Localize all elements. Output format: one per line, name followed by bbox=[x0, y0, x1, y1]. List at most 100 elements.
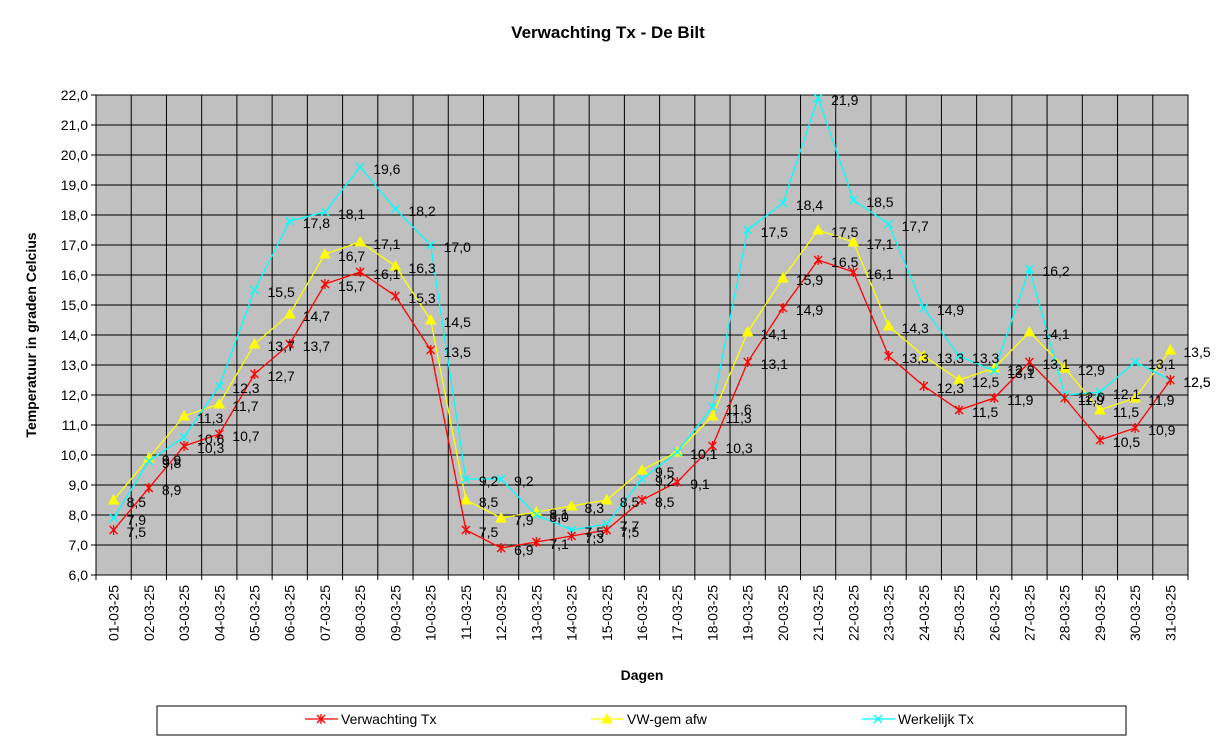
x-tick-label: 11-03-25 bbox=[458, 585, 474, 640]
data-label: 17,7 bbox=[902, 218, 929, 234]
legend-marker bbox=[873, 714, 883, 724]
data-label: 10,5 bbox=[1113, 434, 1140, 450]
data-label: 10,3 bbox=[197, 440, 224, 456]
data-point bbox=[567, 531, 577, 541]
data-point bbox=[954, 351, 964, 361]
data-point bbox=[531, 537, 541, 547]
data-point bbox=[706, 409, 719, 421]
data-label: 9,9 bbox=[162, 452, 182, 468]
data-label: 11,9 bbox=[1007, 392, 1033, 408]
data-point bbox=[778, 303, 788, 313]
data-label: 8,0 bbox=[549, 509, 569, 525]
data-point bbox=[743, 225, 753, 235]
data-point bbox=[813, 93, 823, 103]
data-point bbox=[672, 477, 682, 487]
data-label: 7,9 bbox=[127, 512, 147, 528]
data-point bbox=[214, 429, 224, 439]
y-tick-label: 18,0 bbox=[61, 207, 88, 223]
x-tick-label: 19-03-25 bbox=[740, 585, 756, 641]
y-tick-label: 9,0 bbox=[69, 477, 89, 493]
x-tick-label: 04-03-25 bbox=[211, 585, 227, 641]
data-label: 14,1 bbox=[761, 326, 788, 342]
data-label: 17,0 bbox=[444, 239, 471, 255]
data-point bbox=[461, 474, 471, 484]
data-label: 11,5 bbox=[1113, 404, 1139, 420]
x-tick-label: 03-03-25 bbox=[176, 585, 192, 641]
data-label: 13,1 bbox=[1042, 356, 1069, 372]
y-tick-label: 21,0 bbox=[61, 117, 88, 133]
data-point bbox=[424, 313, 437, 325]
data-label: 18,4 bbox=[796, 197, 823, 213]
data-label: 10,6 bbox=[197, 431, 224, 447]
data-label: 11,9 bbox=[1148, 392, 1174, 408]
x-axis-title: Dagen bbox=[621, 667, 664, 683]
data-point bbox=[355, 267, 365, 277]
data-label: 12,3 bbox=[937, 380, 964, 396]
data-label: 10,1 bbox=[690, 446, 717, 462]
data-label: 7,7 bbox=[620, 518, 640, 534]
data-label: 13,3 bbox=[937, 350, 964, 366]
x-tick-label: 05-03-25 bbox=[247, 585, 263, 641]
data-point bbox=[426, 345, 436, 355]
data-label: 17,5 bbox=[831, 224, 858, 240]
data-label: 12,1 bbox=[1113, 386, 1140, 402]
data-label: 13,1 bbox=[1148, 356, 1175, 372]
y-tick-label: 19,0 bbox=[61, 177, 88, 193]
data-point bbox=[390, 204, 400, 214]
data-point bbox=[1130, 357, 1140, 367]
y-tick-label: 14,0 bbox=[61, 327, 88, 343]
data-label: 17,1 bbox=[373, 236, 400, 252]
x-tick-label: 07-03-25 bbox=[317, 585, 333, 641]
data-label: 11,7 bbox=[232, 398, 258, 414]
data-label: 13,5 bbox=[1183, 344, 1210, 360]
x-tick-label: 24-03-25 bbox=[916, 585, 932, 641]
x-tick-label: 17-03-25 bbox=[669, 585, 685, 641]
data-point bbox=[530, 505, 543, 517]
data-label: 10,3 bbox=[725, 440, 752, 456]
data-point bbox=[778, 198, 788, 208]
data-point bbox=[1058, 361, 1071, 373]
x-tick-label: 21-03-25 bbox=[810, 585, 826, 641]
x-tick-label: 23-03-25 bbox=[881, 585, 897, 641]
data-point bbox=[248, 337, 261, 349]
x-tick-label: 02-03-25 bbox=[141, 585, 157, 641]
data-label: 7,5 bbox=[127, 524, 147, 540]
y-tick-label: 22,0 bbox=[61, 87, 88, 103]
data-label: 8,5 bbox=[620, 494, 640, 510]
data-point bbox=[531, 510, 541, 520]
x-tick-label: 13-03-25 bbox=[528, 585, 544, 641]
x-tick-label: 01-03-25 bbox=[106, 585, 122, 641]
data-point bbox=[179, 432, 189, 442]
legend-item: Verwachting Tx bbox=[305, 711, 436, 727]
data-point bbox=[813, 255, 823, 265]
data-point bbox=[354, 235, 367, 247]
data-label: 15,5 bbox=[268, 284, 295, 300]
data-label: 9,2 bbox=[479, 473, 499, 489]
data-label: 12,9 bbox=[1078, 362, 1105, 378]
data-label: 13,1 bbox=[761, 356, 788, 372]
data-point bbox=[919, 303, 929, 313]
legend-marker bbox=[316, 714, 326, 724]
data-point bbox=[989, 393, 999, 403]
data-label: 17,8 bbox=[303, 215, 330, 231]
y-axis-title: Temperatuur in graden Celcius bbox=[23, 232, 39, 437]
data-point bbox=[743, 357, 753, 367]
x-tick-label: 30-03-25 bbox=[1127, 585, 1143, 641]
x-tick-label: 14-03-25 bbox=[564, 585, 580, 641]
legend-item: Werkelijk Tx bbox=[862, 711, 974, 727]
data-point bbox=[953, 373, 965, 385]
data-point bbox=[884, 351, 894, 361]
x-tick-label: 08-03-25 bbox=[352, 585, 368, 641]
data-point bbox=[1025, 357, 1034, 367]
data-point bbox=[283, 307, 296, 319]
data-label: 8,5 bbox=[479, 494, 499, 510]
data-point bbox=[213, 397, 226, 409]
legend-marker bbox=[601, 712, 613, 724]
data-label: 12,9 bbox=[1007, 362, 1034, 378]
data-label: 11,6 bbox=[725, 401, 751, 417]
x-tick-label: 06-03-25 bbox=[282, 585, 298, 641]
data-point bbox=[319, 247, 331, 259]
data-point bbox=[848, 195, 858, 205]
data-label: 8,1 bbox=[549, 506, 569, 522]
